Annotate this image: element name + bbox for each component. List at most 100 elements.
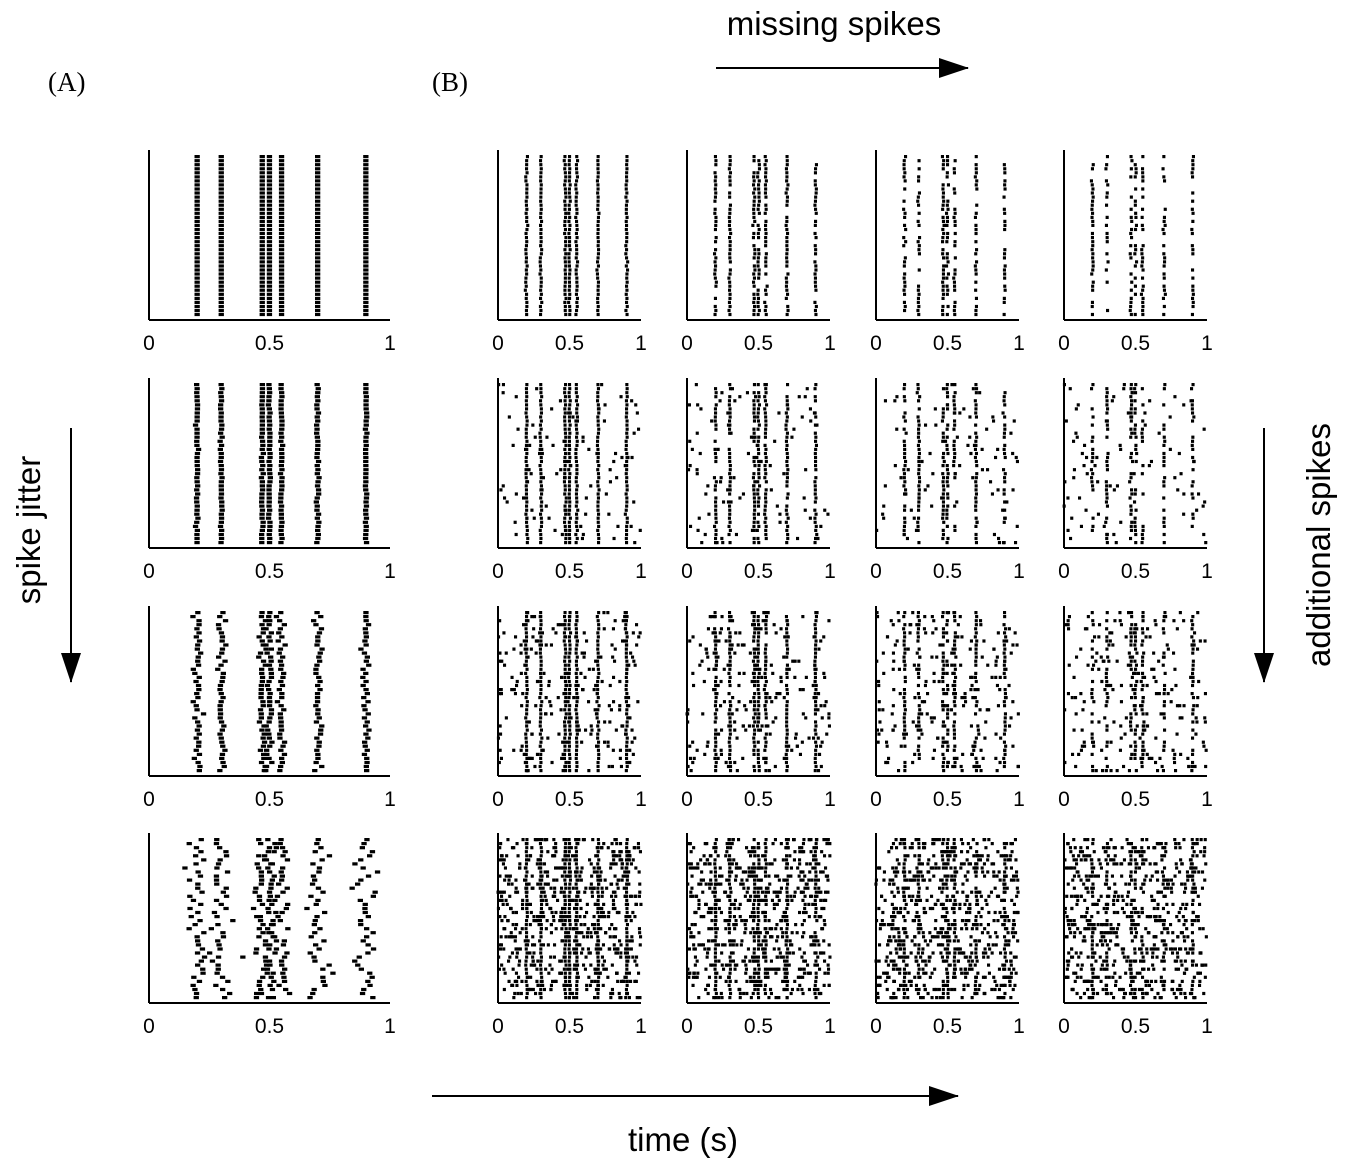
spike-mark — [625, 175, 629, 179]
spike-mark — [265, 850, 271, 854]
spike-mark — [515, 679, 519, 684]
spike-mark — [568, 223, 572, 227]
spike-mark — [278, 272, 285, 276]
spike-mark — [314, 736, 320, 740]
spike-mark — [1002, 312, 1006, 317]
spike-mark — [903, 455, 907, 460]
spike-mark — [728, 744, 732, 748]
spike-mark — [596, 500, 600, 504]
spike-mark — [266, 736, 272, 740]
spike-mark — [625, 215, 629, 219]
spike-mark — [945, 671, 949, 675]
spike-mark — [564, 696, 568, 700]
spike-mark — [539, 752, 543, 756]
spike-mark — [538, 732, 542, 736]
spike-mark — [1105, 728, 1109, 732]
spike-mark — [941, 227, 945, 232]
spike-mark — [714, 728, 718, 732]
spike-mark — [877, 732, 881, 736]
spike-mark — [715, 708, 719, 712]
spike-mark — [574, 708, 578, 712]
spike-mark — [525, 264, 529, 268]
spike-mark — [539, 195, 543, 199]
spike-mark — [193, 854, 199, 858]
spike-mark — [625, 663, 629, 667]
spike-mark — [564, 451, 568, 456]
spike-mark — [1129, 395, 1133, 399]
spike-mark — [764, 447, 768, 451]
spike-mark — [764, 524, 768, 528]
spike-mark — [194, 647, 200, 651]
spike-mark — [363, 163, 369, 167]
spike-mark — [254, 915, 260, 919]
spike-mark — [1141, 752, 1145, 756]
spike-mark — [575, 395, 579, 399]
spike-mark — [926, 484, 930, 488]
spike-mark — [259, 171, 265, 175]
spike-mark — [814, 724, 818, 728]
spike-mark — [201, 931, 207, 935]
spike-mark — [1134, 227, 1138, 232]
spike-mark — [540, 248, 544, 252]
spike-mark — [764, 528, 768, 532]
spike-mark — [218, 276, 224, 280]
spike-mark — [266, 163, 273, 167]
spike-mark — [916, 615, 920, 619]
spike-mark — [547, 679, 551, 684]
spike-mark — [1140, 532, 1144, 537]
spike-mark — [757, 472, 761, 476]
x-tick-label: 1 — [635, 788, 647, 811]
spike-mark — [1191, 435, 1195, 439]
spike-mark — [266, 407, 272, 411]
spike-mark — [567, 512, 571, 516]
spike-mark — [1133, 643, 1137, 647]
spike-mark — [941, 272, 945, 276]
spike-mark — [1133, 399, 1137, 403]
spike-mark — [946, 159, 950, 163]
spike-mark — [531, 635, 535, 639]
spike-mark — [1129, 288, 1133, 292]
spike-mark — [266, 732, 272, 736]
spike-mark — [363, 272, 369, 276]
spike-mark — [194, 459, 200, 464]
spike-mark — [785, 619, 789, 623]
spike-mark — [273, 910, 279, 915]
spike-mark — [876, 740, 880, 744]
spike-mark — [714, 639, 718, 643]
spike-mark — [1173, 667, 1177, 671]
x-tick-label: 0.5 — [933, 332, 962, 355]
spike-mark — [813, 484, 817, 488]
spike-mark — [792, 427, 796, 431]
spike-mark — [724, 639, 728, 643]
spike-mark — [1002, 488, 1006, 492]
spike-mark — [266, 395, 272, 399]
spike-mark — [575, 439, 579, 443]
spike-mark — [268, 675, 275, 679]
spike-mark — [539, 541, 543, 545]
spike-mark — [363, 304, 369, 309]
spike-mark — [624, 207, 628, 211]
spike-mark — [533, 764, 537, 769]
spike-mark — [625, 724, 629, 728]
spike-mark — [752, 439, 756, 443]
spike-mark — [1162, 403, 1166, 407]
spike-mark — [259, 407, 265, 411]
spike-mark — [945, 236, 949, 240]
spike-mark — [597, 407, 601, 411]
spike-mark — [714, 643, 718, 647]
spike-mark — [1091, 455, 1095, 460]
spike-mark — [194, 627, 200, 631]
spike-mark — [625, 736, 629, 740]
spike-mark — [564, 296, 568, 300]
spike-mark — [624, 492, 628, 496]
spike-mark — [1140, 431, 1144, 435]
spike-mark — [363, 643, 369, 647]
spike-mark — [1115, 484, 1119, 488]
spike-mark — [259, 728, 265, 732]
spike-mark — [564, 716, 568, 720]
spike-mark — [975, 464, 979, 468]
spike-mark — [194, 520, 200, 524]
spike-mark — [757, 631, 761, 635]
spike-mark — [713, 748, 717, 752]
spike-mark — [713, 756, 717, 760]
